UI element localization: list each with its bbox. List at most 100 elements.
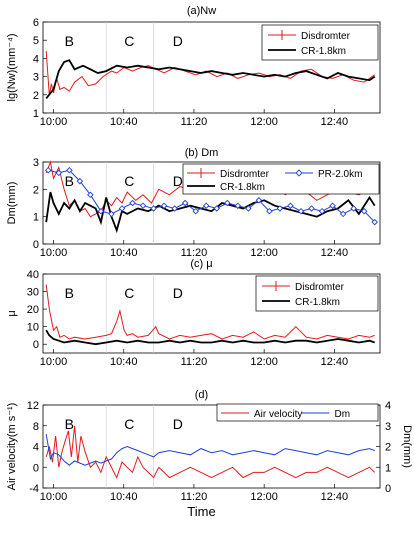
data-point (360, 207, 368, 215)
legend: Air velocity Dm (216, 403, 379, 422)
plot-frame (42, 273, 381, 354)
data-point (160, 202, 168, 209)
x-tick-label: 10:40 (110, 356, 138, 368)
data-point (76, 177, 84, 185)
data-point (245, 205, 252, 212)
period-label: C (124, 416, 134, 432)
legend: Disdromter PR-2.0km CR-1.8km (182, 163, 380, 195)
series-line (45, 329, 375, 346)
x-tick-label: 12:40 (321, 247, 349, 259)
legend-label: CR-1.8km (295, 297, 340, 308)
series-dm (45, 434, 375, 466)
x-tick-label: 12:00 (250, 116, 278, 128)
period-label: C (124, 285, 134, 301)
data-point (255, 197, 263, 204)
panel-title: (b) Dm (185, 147, 219, 159)
period-label: B (65, 285, 74, 301)
legend-label: Dm (335, 409, 351, 420)
y-tick-label: 8 (33, 421, 39, 433)
data-point (287, 202, 294, 209)
series-cr-1-8km (45, 191, 376, 234)
y-tick-label: 3 (33, 157, 39, 169)
y-tick-label: 30 (27, 287, 39, 299)
panel-title: (c) μ (190, 258, 212, 270)
x-tick-label: 10:40 (110, 491, 138, 503)
y-right-tick-label: 3 (385, 421, 391, 433)
legend-marker (295, 169, 303, 177)
y-tick-label: 5 (33, 35, 39, 47)
data-point (318, 207, 326, 215)
panel-title: (a)Nw (187, 5, 216, 17)
data-point (213, 205, 221, 212)
series-air-velocity (45, 425, 376, 479)
y-tick-label: 20 (27, 304, 39, 316)
legend-label: Disdromter (301, 31, 351, 42)
legend: Disdromter CR-1.8km (261, 24, 379, 61)
data-point (55, 169, 63, 177)
x-tick-label: 10:40 (110, 247, 138, 259)
data-point (371, 218, 378, 226)
y-tick-label: 4 (33, 442, 39, 454)
y-tick-label: 0 (33, 462, 39, 474)
data-point (139, 202, 147, 209)
y-tick-label: -4 (29, 483, 39, 495)
plot-frame (42, 161, 381, 245)
y-right-tick-label: 1 (385, 462, 391, 474)
y-right-tick-label: 0 (385, 483, 391, 495)
x-tick-label: 10:00 (40, 356, 68, 368)
data-point (350, 205, 357, 212)
x-tick-label: 11:20 (181, 116, 208, 128)
data-point (329, 202, 336, 209)
data-point (97, 207, 105, 215)
data-point (129, 199, 136, 207)
legend-label: CR-1.8km (220, 182, 265, 193)
y-axis-label: lg(Nw)(mm⁻⁴) (6, 34, 18, 102)
plot-frame (42, 21, 381, 114)
y-axis-label: μ (6, 310, 18, 316)
x-tick-label: 12:40 (321, 356, 349, 368)
x-tick-label: 12:40 (321, 116, 349, 128)
panel-2: (b) Dm B C D 0 1 2 3 10:00 10:40 11:20 12:00 12:40 Dm… (6, 147, 381, 259)
legend-label: CR-1.8km (301, 46, 346, 57)
legend-label: Air velocity (254, 409, 302, 420)
data-point (266, 207, 273, 215)
y-right-axis-label: Dm(mm) (401, 425, 413, 468)
y-tick-label: 3 (33, 72, 39, 84)
x-tick-label: 12:00 (250, 491, 278, 503)
data-point (234, 202, 242, 209)
data-point (108, 210, 115, 218)
period-label: D (173, 285, 183, 301)
x-tick-label: 12:00 (250, 247, 278, 259)
panel-title: (d) (195, 389, 208, 401)
period-label: C (124, 173, 134, 189)
data-point (118, 205, 126, 212)
x-tick-label: 10:00 (40, 491, 68, 503)
series-disdromter (45, 51, 375, 95)
legend-box (182, 163, 380, 195)
series-line (45, 51, 375, 95)
y-tick-label: 40 (27, 269, 39, 281)
data-point (339, 210, 347, 218)
data-point (308, 205, 315, 212)
series-cr-1-8km (45, 59, 376, 99)
legend-label: Disdromter (220, 169, 270, 180)
panel-3: (c) μ B C D 0 10 20 30 40 10:00 10:40 11:20 12:00 12:… (6, 258, 381, 368)
period-label: B (65, 33, 74, 49)
legend: Disdromter CR-1.8km (255, 275, 379, 312)
y-right-tick-label: 2 (385, 442, 391, 454)
x-tick-label: 10:00 (40, 247, 68, 259)
legend-label: Disdromter (295, 282, 345, 293)
x-tick-label: 11:20 (181, 247, 208, 259)
x-axis-label: Time (187, 504, 215, 519)
y-tick-label: 6 (33, 17, 39, 29)
legend-box (216, 403, 379, 422)
period-label: B (65, 173, 74, 189)
x-tick-label: 11:20 (181, 491, 208, 503)
period-label: B (65, 416, 74, 432)
data-point (45, 166, 52, 174)
y-tick-label: 10 (27, 322, 39, 334)
y-tick-label: 2 (33, 90, 39, 102)
legend-label: PR-2.0km (318, 169, 362, 180)
